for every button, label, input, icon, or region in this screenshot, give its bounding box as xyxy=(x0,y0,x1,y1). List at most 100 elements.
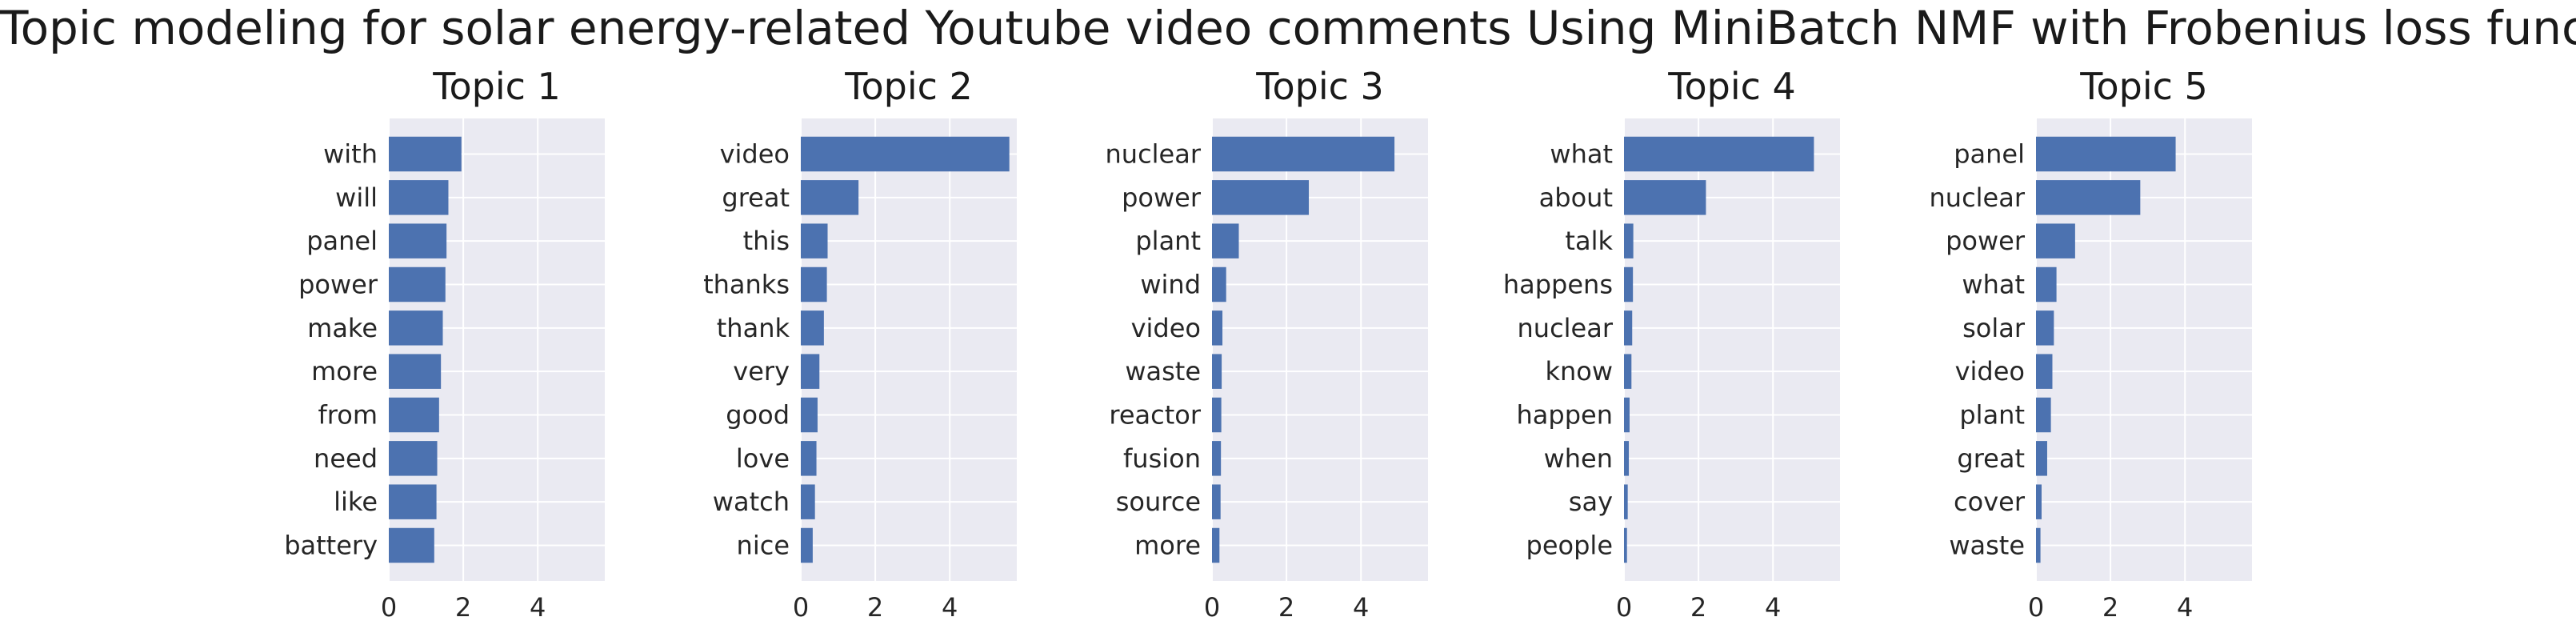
bar xyxy=(2036,310,2054,346)
y-tick-label: waste xyxy=(1949,530,2025,560)
bar xyxy=(389,397,439,433)
bar xyxy=(2036,527,2041,563)
y-tick-label: panel xyxy=(1954,139,2025,170)
bar xyxy=(1212,527,1220,563)
bar xyxy=(389,441,438,476)
y-tick-label: source xyxy=(1116,487,1201,517)
bar xyxy=(1212,136,1395,172)
bar xyxy=(801,441,817,476)
bar xyxy=(2036,397,2051,433)
bar xyxy=(2036,180,2141,215)
y-tick-label: more xyxy=(1134,530,1201,560)
bar xyxy=(801,223,828,258)
y-tick-label: panel xyxy=(306,226,378,256)
bar xyxy=(801,136,1010,172)
y-tick-label: with xyxy=(323,139,378,170)
bar xyxy=(1624,527,1627,563)
x-tick-label: 4 xyxy=(1353,592,1369,623)
bar xyxy=(2036,441,2047,476)
y-tick-label: nice xyxy=(737,530,790,560)
bar xyxy=(801,310,824,346)
y-tick-label: reactor xyxy=(1109,399,1201,430)
bar xyxy=(389,223,447,258)
bar xyxy=(389,354,442,389)
x-tick-label: 0 xyxy=(1204,592,1220,623)
bar xyxy=(1212,310,1223,346)
y-tick-label: video xyxy=(1955,356,2025,387)
bar xyxy=(1624,484,1628,519)
x-tick-label: 2 xyxy=(1278,592,1294,623)
y-tick-label: great xyxy=(722,182,790,213)
y-tick-label: power xyxy=(1122,182,1202,213)
y-tick-label: what xyxy=(1962,270,2025,300)
y-tick-label: battery xyxy=(284,530,378,560)
x-tick-label: 4 xyxy=(2177,592,2193,623)
y-tick-label: cover xyxy=(1954,487,2026,517)
y-tick-label: great xyxy=(1957,443,2025,474)
x-tick-label: 2 xyxy=(1690,592,1706,623)
bar xyxy=(1212,180,1310,215)
y-tick-label: when xyxy=(1544,443,1613,474)
x-tick-label: 0 xyxy=(793,592,809,623)
y-tick-label: plant xyxy=(1135,226,1201,256)
y-tick-label: video xyxy=(720,139,790,170)
y-tick-label: video xyxy=(1131,313,1201,343)
y-tick-label: what xyxy=(1550,139,1613,170)
bar xyxy=(1624,310,1633,346)
bar xyxy=(2036,223,2075,258)
y-tick-label: solar xyxy=(1962,313,2026,343)
subplot-title: Topic 1 xyxy=(432,65,561,108)
bar xyxy=(1212,397,1222,433)
bar xyxy=(389,266,446,302)
y-tick-label: happen xyxy=(1517,399,1613,430)
bar xyxy=(801,354,820,389)
y-tick-label: waste xyxy=(1125,356,1201,387)
bar xyxy=(389,527,434,563)
subplot-title: Topic 4 xyxy=(1667,65,1796,108)
x-tick-label: 4 xyxy=(942,592,958,623)
bar xyxy=(1624,354,1632,389)
x-tick-label: 0 xyxy=(381,592,397,623)
bar xyxy=(1212,484,1221,519)
y-tick-label: about xyxy=(1539,182,1613,213)
y-tick-label: know xyxy=(1545,356,1613,387)
x-tick-label: 2 xyxy=(455,592,471,623)
y-tick-label: people xyxy=(1526,530,1613,560)
bar xyxy=(1624,180,1706,215)
y-tick-label: from xyxy=(318,399,378,430)
bar xyxy=(1212,441,1222,476)
subplot-title: Topic 3 xyxy=(1255,65,1384,108)
bar xyxy=(1624,266,1634,302)
bar xyxy=(2036,266,2057,302)
x-tick-label: 2 xyxy=(2102,592,2118,623)
bar xyxy=(1624,136,1814,172)
y-tick-label: good xyxy=(726,399,790,430)
x-tick-label: 0 xyxy=(1616,592,1632,623)
bar xyxy=(2036,354,2053,389)
y-tick-label: plant xyxy=(1959,399,2025,430)
y-tick-label: need xyxy=(314,443,378,474)
y-tick-label: nuclear xyxy=(1518,313,1614,343)
bar xyxy=(801,484,815,519)
bar xyxy=(1212,354,1222,389)
bar xyxy=(2036,136,2176,172)
y-tick-label: fusion xyxy=(1123,443,1201,474)
bar xyxy=(389,136,462,172)
y-tick-label: happens xyxy=(1503,270,1613,300)
bar xyxy=(801,180,859,215)
bar xyxy=(1212,223,1239,258)
y-tick-label: more xyxy=(311,356,378,387)
y-tick-label: love xyxy=(736,443,790,474)
subplot-title: Topic 2 xyxy=(844,65,973,108)
bar xyxy=(2036,484,2042,519)
y-tick-label: power xyxy=(1946,226,2026,256)
y-tick-label: like xyxy=(334,487,378,517)
bar xyxy=(389,180,449,215)
y-tick-label: wind xyxy=(1140,270,1201,300)
y-tick-label: nuclear xyxy=(1930,182,2026,213)
y-tick-label: thank xyxy=(717,313,790,343)
y-tick-label: watch xyxy=(713,487,790,517)
bar xyxy=(389,484,437,519)
y-tick-label: nuclear xyxy=(1106,139,1202,170)
